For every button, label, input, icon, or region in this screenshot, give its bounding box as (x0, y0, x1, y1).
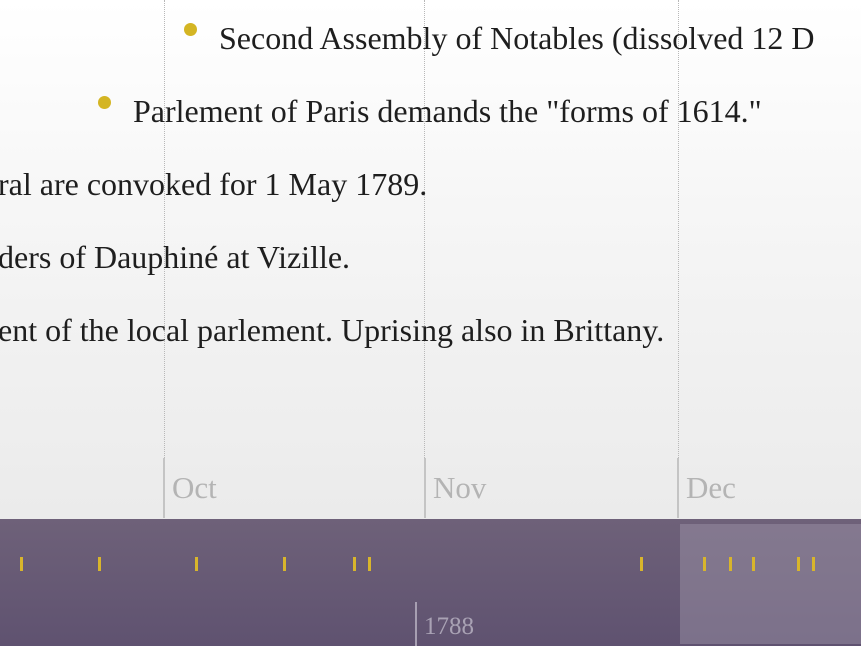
event-tick (703, 557, 706, 571)
timeline-event[interactable]: ent of the local parlement. Uprising als… (0, 310, 664, 350)
month-label: Oct (172, 470, 217, 505)
guide-line-dec (678, 0, 679, 518)
year-marker-line (415, 602, 417, 646)
event-text: ent of the local parlement. Uprising als… (0, 312, 665, 348)
month-marker-nov: Nov (424, 458, 486, 518)
event-bullet-icon (184, 23, 197, 36)
month-label: Dec (686, 470, 736, 505)
event-tick (195, 557, 198, 571)
timeline-event[interactable]: ders of Dauphiné at Vizille. (0, 237, 350, 277)
month-label: Nov (433, 470, 487, 505)
event-text: ders of Dauphiné at Vizille. (0, 239, 351, 275)
event-text: Parlement of Paris demands the "forms of… (133, 93, 762, 129)
event-text: ral are convoked for 1 May 1789. (0, 166, 428, 202)
timeline-event[interactable]: Second Assembly of Notables (dissolved 1… (184, 18, 815, 58)
overview-band[interactable] (0, 519, 861, 646)
event-tick (368, 557, 371, 571)
event-tick (752, 557, 755, 571)
year-label: 1788 (424, 613, 474, 640)
event-text: Second Assembly of Notables (dissolved 1… (219, 20, 815, 56)
month-marker-oct: Oct (163, 458, 217, 518)
visible-range-highlight[interactable] (680, 524, 861, 644)
month-marker-dec: Dec (677, 458, 736, 518)
timeline-event[interactable]: Parlement of Paris demands the "forms of… (98, 91, 762, 131)
guide-line-nov (424, 0, 425, 518)
event-tick (640, 557, 643, 571)
event-tick (20, 557, 23, 571)
event-tick (283, 557, 286, 571)
timeline-event[interactable]: ral are convoked for 1 May 1789. (0, 164, 427, 204)
event-tick (797, 557, 800, 571)
event-tick (98, 557, 101, 571)
event-tick (812, 557, 815, 571)
event-bullet-icon (98, 96, 111, 109)
event-tick (729, 557, 732, 571)
event-tick (353, 557, 356, 571)
guide-line-oct (164, 0, 165, 518)
